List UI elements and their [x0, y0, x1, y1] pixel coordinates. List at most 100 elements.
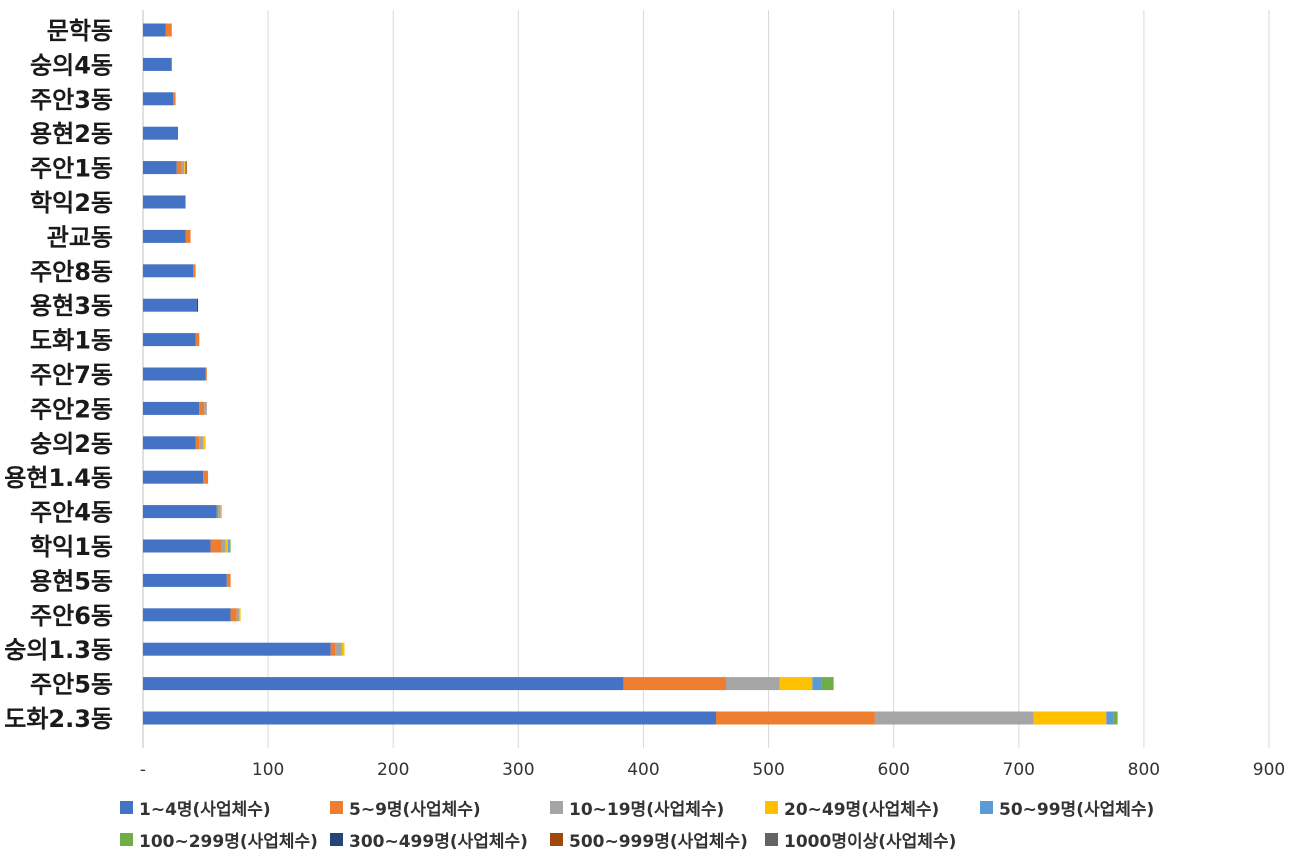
category-label: 주안3동: [30, 86, 113, 114]
bar-segment: [199, 436, 204, 450]
bar-segment: [341, 642, 345, 656]
bar-segment: [229, 539, 231, 553]
category-label: 주안8동: [30, 258, 113, 286]
bar-segment: [185, 161, 187, 175]
category-label: 주안4동: [30, 499, 113, 527]
x-tick-label: 800: [1128, 760, 1160, 780]
legend-swatch: [550, 800, 563, 814]
bar-segment: [203, 436, 206, 450]
bar-segment: [143, 367, 206, 381]
bar-segment: [173, 92, 176, 106]
category-label: 학익1동: [30, 533, 113, 561]
bar-segment: [195, 436, 200, 450]
legend-swatch: [550, 832, 563, 846]
legend-item: 10~19명(사업체수): [550, 794, 724, 820]
category-label: 주안1동: [30, 155, 113, 183]
bar-segment: [143, 23, 166, 37]
legend-swatch: [120, 800, 133, 814]
legend-swatch: [330, 800, 343, 814]
bar-segment: [143, 573, 227, 587]
bar-segment: [143, 229, 186, 243]
legend-item: 1000명이상(사업체수): [765, 826, 956, 852]
x-tick-label: 500: [752, 760, 784, 780]
category-label: 용현3동: [30, 292, 113, 320]
category-label: 주안6동: [30, 602, 113, 630]
x-tick-label: 100: [252, 760, 284, 780]
bar-segment: [812, 677, 822, 691]
legend-swatch: [980, 800, 993, 814]
x-tick-label: 900: [1253, 760, 1285, 780]
bar-segment: [218, 505, 221, 519]
legend-swatch: [120, 832, 133, 846]
bar-segment: [165, 23, 172, 37]
bar-segment: [726, 677, 780, 691]
bar-segment: [716, 711, 875, 725]
x-tick-label: 200: [377, 760, 409, 780]
bar-segment: [143, 126, 179, 140]
legend-swatch: [330, 832, 343, 846]
category-label: 주안2동: [30, 395, 113, 423]
bar-segment: [874, 711, 1034, 725]
bar-segment: [221, 539, 226, 553]
bar-segment: [216, 505, 219, 519]
bar-segment: [185, 229, 191, 243]
x-tick-label: 300: [502, 760, 534, 780]
bar-segment: [143, 92, 174, 106]
category-label: 숭의2동: [30, 430, 113, 458]
bar-segment: [143, 505, 217, 519]
category-label: 관교동: [47, 223, 113, 251]
bar-segment: [143, 677, 624, 691]
category-label: 용현1.4동: [4, 464, 113, 492]
legend-item: 500~999명(사업체수): [550, 826, 748, 852]
legend-label: 500~999명(사업체수): [569, 831, 748, 852]
gridlines: [142, 10, 1270, 748]
bar-segment: [143, 436, 196, 450]
bar-segment: [220, 505, 222, 519]
bar-segment: [236, 608, 240, 622]
category-label: 숭의1.3동: [4, 636, 113, 664]
category-label: 주안5동: [30, 671, 113, 699]
bar-segment: [143, 608, 231, 622]
bar-segment: [1033, 711, 1107, 725]
legend-label: 300~499명(사업체수): [349, 831, 528, 852]
bar-segment: [143, 711, 717, 725]
bar-segment: [779, 677, 813, 691]
legend-swatch: [765, 832, 778, 846]
category-label: 주안7동: [30, 361, 113, 389]
legend-label: 10~19명(사업체수): [569, 799, 725, 820]
legend-item: 300~499명(사업체수): [330, 826, 528, 852]
bar-segment: [330, 642, 336, 656]
legend-label: 5~9명(사업체수): [349, 799, 481, 820]
bar-segment: [143, 401, 200, 415]
legend-item: 1~4명(사업체수): [120, 794, 271, 820]
bar-segment: [196, 298, 199, 312]
bar-segment: [1106, 711, 1114, 725]
bar-segment: [226, 573, 231, 587]
bar-segment: [203, 470, 209, 484]
bar-segment: [176, 161, 182, 175]
bar-segment: [184, 161, 186, 175]
legend-item: 20~49명(사업체수): [765, 794, 939, 820]
bar-segment: [204, 401, 207, 415]
category-label: 도화1동: [30, 327, 113, 355]
bar-segment: [225, 539, 229, 553]
bar-segment: [143, 298, 197, 312]
category-label: 학익2동: [30, 189, 113, 217]
x-tick-label: 400: [627, 760, 659, 780]
bar-segment: [335, 642, 342, 656]
legend-label: 50~99명(사업체수): [999, 799, 1155, 820]
category-label: 용현2동: [30, 120, 113, 148]
legend-item: 5~9명(사업체수): [330, 794, 481, 820]
bar-segment: [143, 195, 186, 209]
bar-segment: [143, 161, 177, 175]
category-label: 도화2.3동: [4, 705, 113, 733]
bar-segment: [143, 642, 331, 656]
bar-segment: [143, 264, 194, 278]
category-label: 숭의4동: [30, 51, 113, 79]
bar-segment: [143, 539, 211, 553]
bar-segment: [821, 677, 834, 691]
legend-label: 20~49명(사업체수): [784, 799, 940, 820]
bar-segment: [210, 539, 222, 553]
bar-segment: [1113, 711, 1118, 725]
bar-segment: [195, 333, 200, 347]
